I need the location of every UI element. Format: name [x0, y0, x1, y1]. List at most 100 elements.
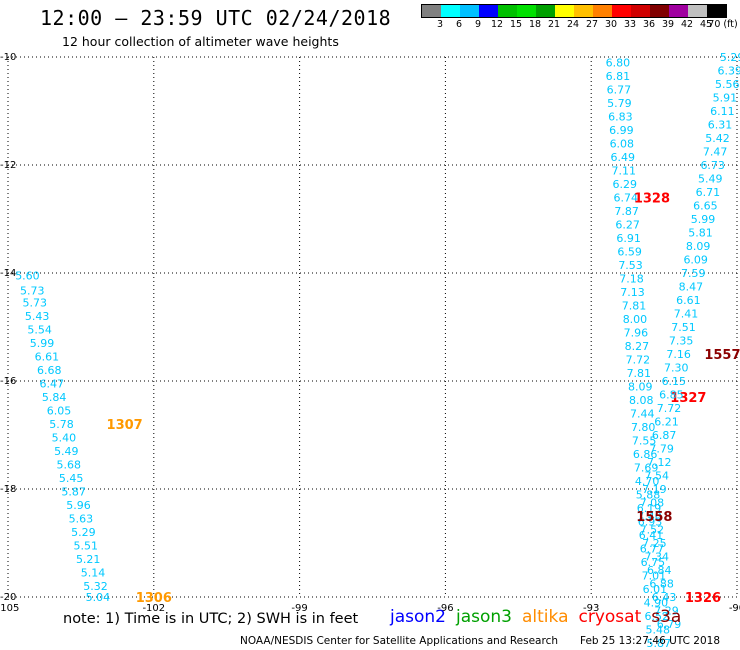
lat-tick-label: -10 [0, 52, 16, 63]
legend-label: 12 [490, 19, 504, 30]
satellite-legend-cryosat: cryosat [578, 607, 642, 627]
swh-value: 6.81 [606, 70, 631, 83]
swh-value: 7.55 [632, 434, 657, 447]
legend-label: 36 [642, 19, 656, 30]
swh-value: 6.41 [639, 529, 664, 542]
swh-value: 5.99 [30, 337, 55, 350]
legend-label: 70 (ft) [708, 19, 738, 30]
lat-tick-label: -18 [0, 484, 16, 495]
swh-value: 6.71 [696, 186, 721, 199]
legend-swatch [650, 5, 669, 17]
legend-label: 30 [604, 19, 618, 30]
legend-swatch [441, 5, 460, 17]
lon-tick-label: -99 [291, 603, 307, 614]
swh-value: 7.81 [627, 367, 652, 380]
swh-value: 5.79 [607, 97, 632, 110]
generated-timestamp: Feb 25 13:27:46 UTC 2018 [580, 635, 720, 647]
pass-time-label: 1307 [107, 418, 143, 433]
swh-value: 5.99 [691, 213, 716, 226]
swh-value: 6.99 [609, 124, 634, 137]
legend-label: 18 [528, 19, 542, 30]
legend-swatch [498, 5, 517, 17]
swh-value: 7.16 [666, 348, 691, 361]
swh-value: 7.87 [614, 205, 639, 218]
swh-value: 6.79 [657, 618, 682, 631]
swh-value: 7.69 [634, 461, 659, 474]
swh-value: 5.68 [57, 459, 82, 472]
swh-value: 7.40 [637, 510, 662, 523]
swh-value: 6.87 [652, 429, 677, 442]
swh-value: 6.01 [643, 583, 668, 596]
swh-value: 6.77 [640, 542, 665, 555]
swh-value: 6.27 [615, 218, 640, 231]
legend-label: 21 [547, 19, 561, 30]
swh-value: 5.84 [42, 391, 67, 404]
map-subtitle: 12 hour collection of altimeter wave hei… [62, 34, 339, 49]
legend-swatch [688, 5, 707, 17]
swh-value: 5.14 [81, 567, 106, 580]
swh-value: 7.53 [618, 259, 643, 272]
swh-value: 6.86 [633, 448, 658, 461]
swh-value: 6.74 [613, 191, 638, 204]
swh-value: 4.70 [635, 475, 660, 488]
legend-swatch [479, 5, 498, 17]
swh-value: 7.41 [674, 308, 699, 321]
swh-value: 6.52 [645, 610, 670, 623]
color-scale-legend: 3 6 9 12 15 18 21 24 27 30 33 36 39 42 45 70 (ft) [421, 4, 738, 32]
swh-value: 4.90 [644, 596, 669, 609]
legend-label: 39 [661, 19, 675, 30]
legend-swatch [460, 5, 479, 17]
swh-value: 7.72 [626, 353, 651, 366]
swh-value: 6.11 [710, 105, 735, 118]
lon-tick-label: -102 [142, 603, 165, 614]
swh-value: 6.75 [641, 556, 666, 569]
legend-label: 24 [566, 19, 580, 30]
swh-value: 7.52 [640, 524, 665, 537]
swh-value: 6.84 [647, 564, 672, 577]
swh-value: 7.30 [664, 362, 689, 375]
legend-label: 45 [699, 19, 713, 30]
swh-value: 6.88 [649, 578, 674, 591]
legend-swatch [593, 5, 612, 17]
legend-swatch [517, 5, 536, 17]
swh-value: 5.78 [49, 418, 74, 431]
swh-value: 7.19 [642, 483, 667, 496]
swh-value: 7.18 [619, 272, 644, 285]
swh-value: 6.05 [47, 405, 72, 418]
swh-value: 6.77 [607, 83, 632, 96]
swh-value: 6.93 [638, 515, 663, 528]
swh-value: 7.79 [649, 443, 674, 456]
swh-value: 7.72 [657, 402, 682, 415]
swh-value: 5.29 [71, 526, 96, 539]
swh-value: 5.45 [59, 472, 84, 485]
swh-value: 5.43 [25, 310, 50, 323]
swh-value: 5.40 [52, 432, 77, 445]
pass-time-label: 1306 [136, 591, 172, 606]
swh-value: 6.61 [676, 294, 701, 307]
swh-value: 7.51 [671, 321, 696, 334]
swh-value: 6.15 [662, 375, 687, 388]
pass-time-label: 1327 [670, 391, 706, 406]
swh-value: 6.68 [37, 364, 62, 377]
swh-value: 5.73 [22, 297, 47, 310]
lat-tick-label: -16 [0, 376, 16, 387]
legend-label: 42 [680, 19, 694, 30]
swh-value: 6.59 [617, 245, 642, 258]
legend-label: 27 [585, 19, 599, 30]
swh-value: 7.44 [630, 407, 655, 420]
pass-time-label: 1326 [685, 591, 721, 606]
lon-tick-label: -96 [437, 603, 453, 614]
swh-value: 7.59 [681, 267, 706, 280]
swh-value: 6.09 [683, 254, 708, 267]
swh-value: 7.29 [654, 605, 679, 618]
satellite-legend-altika: altika [522, 607, 569, 627]
lon-tick-label: -90 [729, 603, 740, 614]
credit-line: NOAA/NESDIS Center for Satellite Applica… [240, 635, 558, 647]
legend-label: 6 [455, 19, 463, 30]
swh-value: 7.96 [624, 326, 649, 339]
swh-value: 6.29 [612, 178, 637, 191]
legend-swatches [421, 4, 727, 18]
satellite-legend: jason2 jason3 altika cryosat s3a [390, 607, 691, 627]
swh-value: 5.73 [20, 284, 45, 297]
legend-labels: 3 6 9 12 15 18 21 24 27 30 33 36 39 42 45 70 (ft) [421, 18, 738, 32]
